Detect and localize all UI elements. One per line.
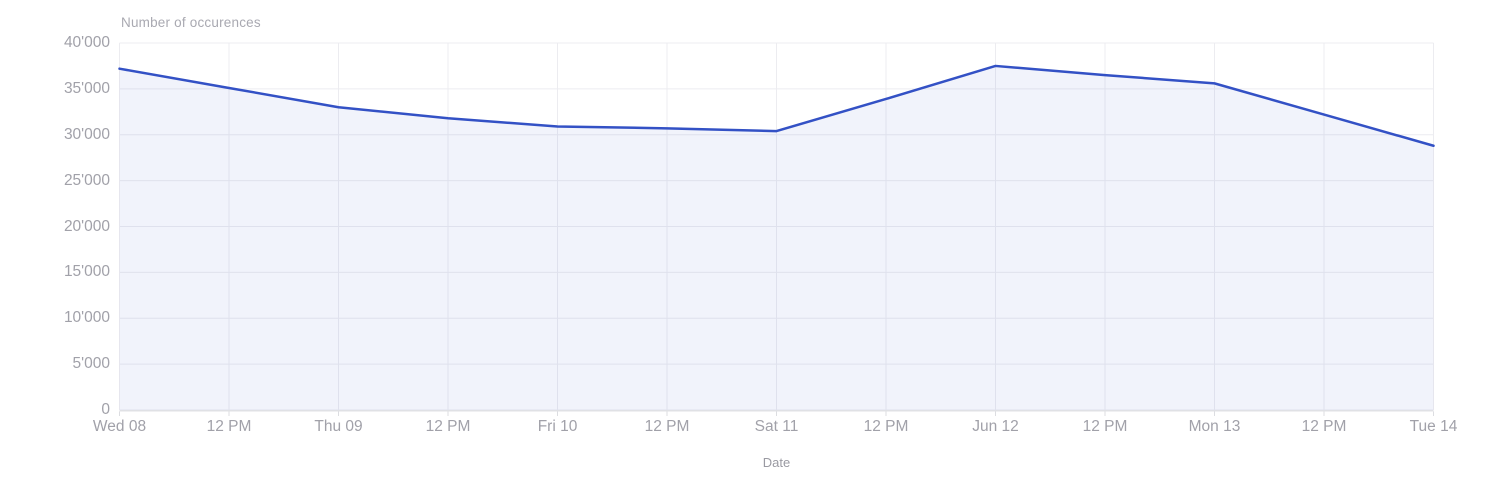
y-tick-label: 40'000 — [63, 34, 110, 51]
x-tick-label: 12 PM — [644, 418, 690, 435]
y-tick-label: 30'000 — [63, 125, 110, 143]
y-tick-label: 5'000 — [72, 355, 110, 373]
x-tick-label: 12 PM — [1301, 418, 1347, 435]
chart-title: Number of occurences — [121, 15, 261, 30]
y-tick-label: 15'000 — [63, 263, 110, 281]
x-tick-label: Jun 12 — [972, 418, 1019, 435]
series-line[interactable] — [118, 64, 1435, 148]
series-area — [119, 65, 1434, 410]
x-tick-label: Wed 08 — [92, 418, 147, 435]
x-tick-label: Mon 13 — [1188, 418, 1241, 435]
x-tick-label: 12 PM — [863, 418, 909, 435]
x-tick-label: Sat 11 — [754, 418, 799, 435]
x-tick-label: 12 PM — [1082, 418, 1128, 435]
x-tick-label: 12 PM — [425, 418, 471, 435]
y-tick-label: 35'000 — [63, 79, 110, 97]
x-tick-label: Thu 09 — [314, 418, 363, 435]
y-tick-label: 20'000 — [63, 217, 110, 235]
y-tick-label: 25'000 — [63, 171, 110, 189]
x-tick-label: Tue 14 — [1409, 418, 1458, 435]
x-tick-label: 12 PM — [206, 418, 252, 435]
y-tick-label: 10'000 — [63, 309, 110, 327]
y-tick-label: 0 — [101, 401, 110, 418]
x-axis-title: Date — [762, 455, 791, 470]
x-tick-label: Fri 10 — [537, 418, 578, 435]
